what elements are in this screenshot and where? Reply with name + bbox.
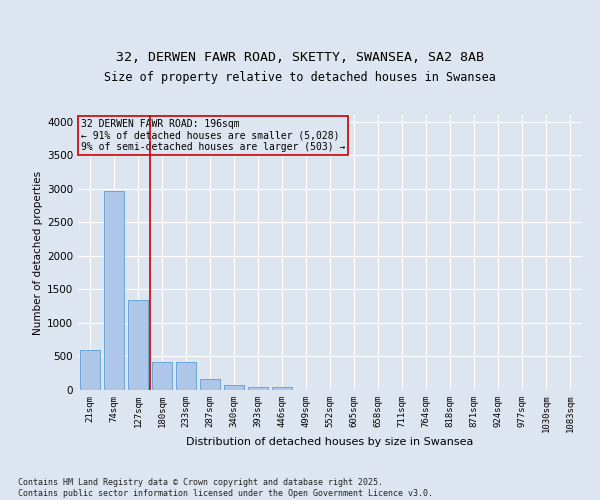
Bar <box>176 362 196 390</box>
Bar <box>80 350 100 390</box>
Bar <box>272 387 292 390</box>
Bar <box>104 191 124 390</box>
Text: Size of property relative to detached houses in Swansea: Size of property relative to detached ho… <box>104 71 496 84</box>
Bar <box>200 380 220 390</box>
Text: 32, DERWEN FAWR ROAD, SKETTY, SWANSEA, SA2 8AB: 32, DERWEN FAWR ROAD, SKETTY, SWANSEA, S… <box>116 51 484 64</box>
Text: 32 DERWEN FAWR ROAD: 196sqm
← 91% of detached houses are smaller (5,028)
9% of s: 32 DERWEN FAWR ROAD: 196sqm ← 91% of det… <box>80 119 345 152</box>
Y-axis label: Number of detached properties: Number of detached properties <box>33 170 43 334</box>
X-axis label: Distribution of detached houses by size in Swansea: Distribution of detached houses by size … <box>187 436 473 446</box>
Bar <box>248 387 268 390</box>
Bar <box>224 384 244 390</box>
Bar <box>152 362 172 390</box>
Text: Contains HM Land Registry data © Crown copyright and database right 2025.
Contai: Contains HM Land Registry data © Crown c… <box>18 478 433 498</box>
Bar <box>128 300 148 390</box>
